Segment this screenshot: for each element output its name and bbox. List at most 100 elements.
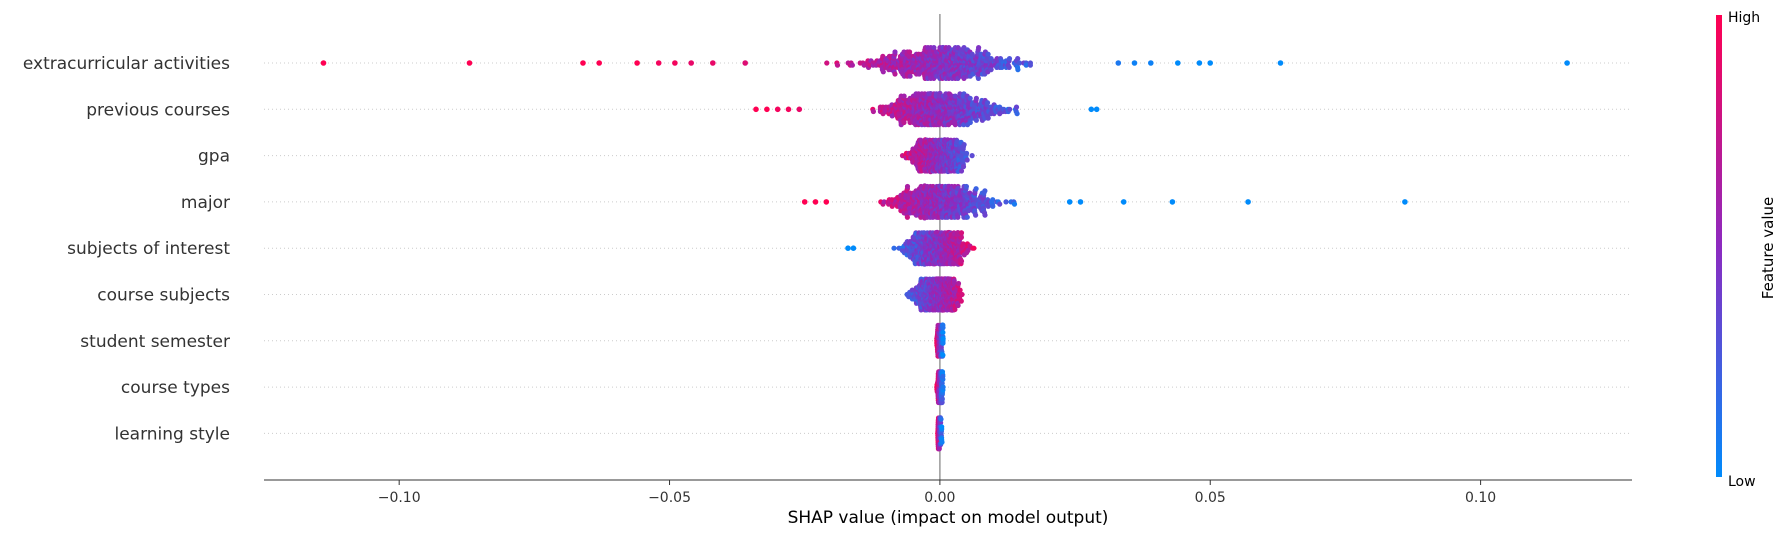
shap-point bbox=[938, 416, 944, 422]
shap-point bbox=[940, 352, 946, 358]
feature-points bbox=[845, 229, 977, 267]
feature-label: major bbox=[181, 193, 230, 213]
shap-point bbox=[1207, 60, 1213, 66]
shap-point bbox=[849, 62, 856, 68]
shap-point bbox=[984, 100, 991, 106]
shap-point bbox=[969, 51, 975, 57]
feature-label: previous courses bbox=[86, 100, 230, 120]
shap-point bbox=[774, 106, 781, 113]
shap-point bbox=[940, 329, 946, 336]
shap-point bbox=[967, 95, 973, 101]
shap-point bbox=[1402, 199, 1408, 205]
feature-label: course subjects bbox=[97, 286, 230, 306]
shap-point bbox=[834, 62, 841, 68]
shap-point bbox=[990, 197, 996, 203]
shap-point bbox=[1148, 60, 1154, 66]
shap-point bbox=[940, 384, 946, 390]
shap-point bbox=[1006, 64, 1012, 70]
shap-point bbox=[1027, 62, 1033, 68]
shap-point bbox=[880, 69, 886, 75]
shap-point bbox=[1245, 199, 1251, 205]
shap-point bbox=[1277, 60, 1284, 66]
shap-point bbox=[881, 199, 887, 205]
shap-point bbox=[982, 188, 988, 194]
shap-point bbox=[988, 56, 994, 62]
shap-point bbox=[1093, 106, 1100, 113]
shap-point bbox=[1077, 199, 1084, 205]
shap-point bbox=[985, 203, 991, 209]
shap-point bbox=[988, 67, 994, 73]
shap-point bbox=[960, 164, 967, 170]
feature-points bbox=[801, 183, 1408, 221]
shap-point bbox=[940, 373, 946, 379]
shap-point bbox=[785, 106, 792, 113]
shap-point bbox=[961, 142, 967, 148]
shap-point bbox=[985, 51, 991, 57]
shap-point bbox=[936, 446, 942, 452]
colorbar bbox=[1716, 15, 1722, 477]
shap-point bbox=[940, 325, 946, 331]
shap-point bbox=[907, 49, 913, 55]
shap-point bbox=[975, 75, 982, 81]
shap-point bbox=[976, 45, 982, 51]
shap-point bbox=[1023, 62, 1029, 68]
shap-point bbox=[997, 201, 1003, 207]
shap-point bbox=[973, 186, 979, 192]
shap-point bbox=[1175, 60, 1181, 66]
colorbar-high-label: High bbox=[1728, 10, 1760, 26]
x-axis-title: SHAP value (impact on model output) bbox=[788, 508, 1109, 528]
shap-point bbox=[955, 214, 961, 220]
shap-point bbox=[957, 287, 963, 293]
shap-point bbox=[580, 60, 586, 66]
shap-point bbox=[796, 106, 803, 113]
shap-point bbox=[964, 157, 970, 163]
feature-points bbox=[753, 90, 1100, 128]
shap-point bbox=[931, 45, 937, 51]
feature-label: extracurricular activities bbox=[23, 54, 230, 74]
shap-point bbox=[964, 150, 970, 156]
shap-point bbox=[710, 60, 716, 66]
shap-point bbox=[320, 60, 327, 66]
shap-point bbox=[1564, 60, 1570, 66]
shap-point bbox=[1014, 111, 1020, 117]
shap-point bbox=[801, 199, 808, 205]
shap-point bbox=[1169, 199, 1176, 205]
shap-point bbox=[939, 396, 945, 402]
shap-point bbox=[990, 203, 996, 209]
shap-point bbox=[973, 95, 980, 101]
feature-label: gpa bbox=[198, 147, 230, 167]
shap-point bbox=[958, 298, 964, 304]
shap-point bbox=[985, 115, 991, 121]
shap-point bbox=[952, 122, 958, 128]
shap-point bbox=[982, 212, 988, 218]
shap-point bbox=[958, 234, 965, 240]
shap-point bbox=[901, 93, 907, 99]
shap-point bbox=[1120, 199, 1127, 205]
shap-point bbox=[742, 60, 748, 66]
shap-point bbox=[1006, 56, 1013, 62]
feature-points bbox=[320, 44, 1570, 81]
x-axis-ticks: −0.10 −0.05 0.00 0.05 0.10 bbox=[378, 480, 1496, 506]
feature-points bbox=[904, 276, 965, 313]
shap-point bbox=[939, 439, 945, 445]
shap-point bbox=[973, 117, 980, 123]
shap-point bbox=[1115, 60, 1122, 66]
shap-point bbox=[634, 60, 640, 66]
shap-point bbox=[959, 291, 965, 298]
colorbar-title: Feature value bbox=[1759, 197, 1777, 299]
shap-point bbox=[1015, 56, 1021, 62]
feature-label: subjects of interest bbox=[67, 239, 230, 259]
shap-point bbox=[1016, 60, 1023, 66]
shap-point bbox=[1011, 201, 1018, 207]
shap-point bbox=[965, 247, 971, 253]
shap-point bbox=[904, 183, 911, 190]
shap-point bbox=[958, 230, 965, 236]
x-tick-label: −0.10 bbox=[378, 490, 421, 506]
shap-point bbox=[963, 183, 970, 190]
x-tick-label: −0.05 bbox=[648, 490, 691, 506]
feature-points bbox=[899, 137, 975, 175]
shap-point bbox=[892, 49, 898, 55]
shap-point bbox=[466, 60, 473, 66]
x-tick-label: 0.10 bbox=[1465, 490, 1496, 506]
